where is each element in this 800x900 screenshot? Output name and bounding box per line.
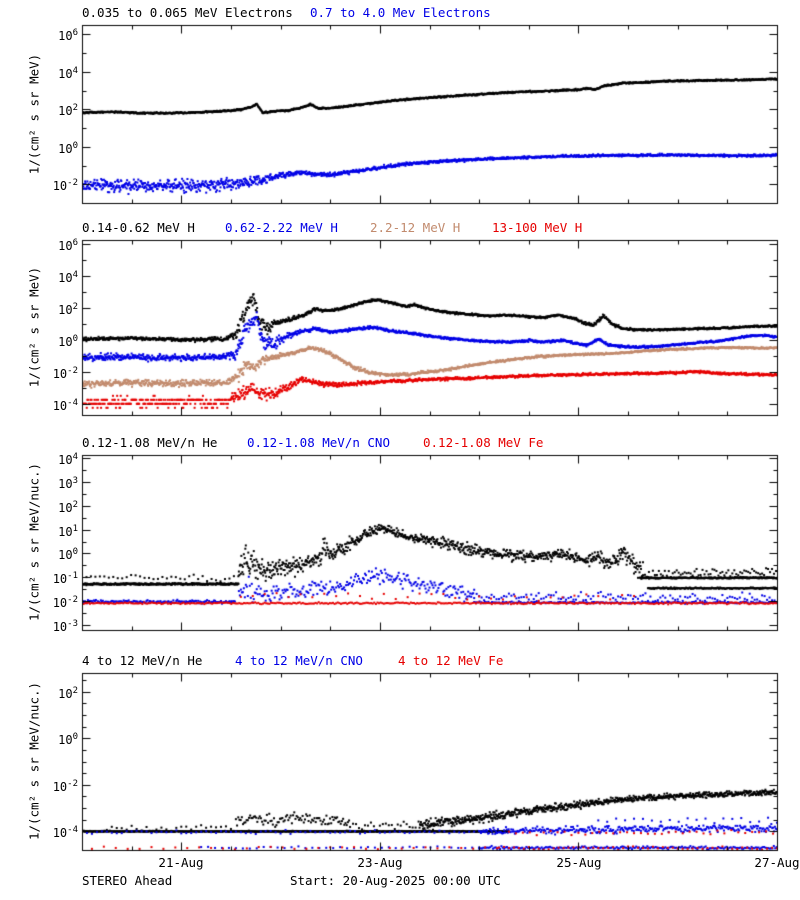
y-tick-label: 10-4 (52, 397, 78, 413)
panel2-title-h1: 0.14-0.62 MeV H (82, 220, 195, 235)
y-tick-label: 103 (58, 475, 78, 491)
y-tick-label: 10-2 (52, 595, 78, 611)
panel1-title-electrons-low: 0.035 to 0.065 MeV Electrons (82, 5, 293, 20)
observatory-label: STEREO Ahead (82, 873, 173, 888)
panel2-title-h3: 2.2-12 MeV H (370, 220, 461, 235)
panel2-title-h2: 0.62-2.22 MeV H (225, 220, 338, 235)
panel3-title-cno: 0.12-1.08 MeV/n CNO (247, 435, 390, 450)
panel3-title-he: 0.12-1.08 MeV/n He (82, 435, 218, 450)
x-tick-label-27aug: 27-Aug (754, 855, 800, 870)
panel4-y-axis-title: 1/(cm² s sr MeV/nuc.) (26, 681, 42, 841)
y-tick-label: 104 (58, 269, 78, 285)
x-tick-label-23aug: 23-Aug (357, 855, 403, 870)
panel4-title-cno: 4 to 12 MeV/n CNO (235, 653, 363, 668)
y-tick-label: 100 (58, 140, 78, 156)
panel1-title-electrons-high: 0.7 to 4.0 Mev Electrons (310, 5, 491, 20)
y-tick-label: 101 (58, 523, 78, 539)
y-tick-label: 106 (58, 28, 78, 44)
y-tick-label: 10-1 (52, 571, 78, 587)
x-tick-label-21aug: 21-Aug (158, 855, 204, 870)
y-tick-label: 106 (58, 237, 78, 253)
panel2-title-h4: 13-100 MeV H (492, 220, 583, 235)
y-tick-label: 104 (58, 451, 78, 467)
y-tick-label: 100 (58, 732, 78, 748)
x-tick-label-25aug: 25-Aug (556, 855, 602, 870)
panel4-title-he: 4 to 12 MeV/n He (82, 653, 203, 668)
y-tick-label: 10-3 (52, 619, 78, 635)
y-tick-label: 102 (58, 103, 78, 119)
y-tick-label: 102 (58, 499, 78, 515)
y-tick-label: 102 (58, 685, 78, 701)
y-tick-label: 100 (58, 333, 78, 349)
start-time-label: Start: 20-Aug-2025 00:00 UTC (290, 873, 501, 888)
y-tick-label: 10-4 (52, 825, 78, 841)
y-tick-label: 100 (58, 547, 78, 563)
panel3-title-fe: 0.12-1.08 MeV Fe (423, 435, 544, 450)
y-tick-label: 10-2 (52, 365, 78, 381)
y-tick-label: 102 (58, 301, 78, 317)
panel4-title-fe: 4 to 12 MeV Fe (398, 653, 504, 668)
y-tick-label: 104 (58, 65, 78, 81)
y-tick-label: 10-2 (52, 178, 78, 194)
y-tick-label: 10-2 (52, 778, 78, 794)
